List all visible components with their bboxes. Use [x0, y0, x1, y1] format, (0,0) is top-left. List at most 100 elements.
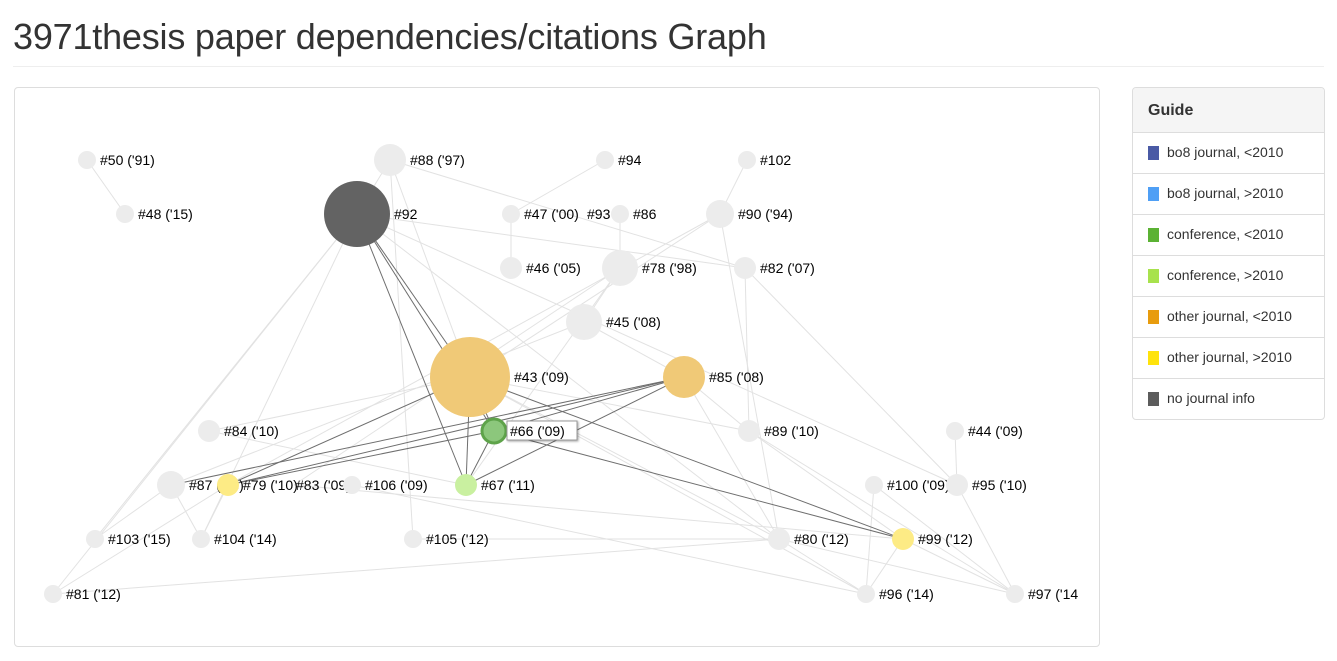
node-circle[interactable] — [596, 151, 614, 169]
node-circle[interactable] — [198, 420, 220, 442]
node-circle[interactable] — [480, 417, 508, 445]
graph-node-96[interactable]: #96 ('14) — [857, 585, 934, 603]
graph-node-45[interactable]: #45 ('08) — [566, 304, 661, 340]
node-circle[interactable] — [86, 530, 104, 548]
node-circle[interactable] — [500, 257, 522, 279]
graph-node-106[interactable]: #106 ('09) — [343, 476, 428, 494]
guide-item-label: conference, <2010 — [1167, 226, 1284, 242]
legend-swatch — [1148, 392, 1159, 406]
node-circle[interactable] — [455, 474, 477, 496]
citation-edge — [719, 213, 780, 540]
node-label: #95 ('10) — [972, 477, 1027, 493]
node-label: #104 ('14) — [214, 531, 277, 547]
node-circle[interactable] — [157, 471, 185, 499]
edge-layer — [52, 159, 1016, 595]
node-circle[interactable] — [343, 476, 361, 494]
graph-node-47[interactable]: #47 ('00) — [502, 205, 579, 223]
node-circle[interactable] — [217, 474, 239, 496]
graph-node-99[interactable]: #99 ('12) — [892, 528, 973, 550]
graph-node-79[interactable]: #79 ('10) — [217, 474, 298, 496]
node-circle[interactable] — [430, 337, 510, 417]
citation-graph-panel[interactable]: #50 ('91) #48 ('15) #88 ('97) #92 #94 #102 #47… — [14, 87, 1100, 647]
node-circle[interactable] — [1006, 585, 1024, 603]
node-circle[interactable] — [768, 528, 790, 550]
graph-node-67[interactable]: #67 ('11) — [455, 474, 535, 496]
graph-node-90[interactable]: #90 ('94) — [706, 200, 793, 228]
graph-node-50[interactable]: #50 ('91) — [78, 151, 155, 169]
citation-edge — [389, 159, 746, 269]
graph-node-92[interactable]: #92 — [324, 181, 418, 247]
node-circle[interactable] — [663, 356, 705, 398]
node-circle[interactable] — [738, 151, 756, 169]
graph-node-85[interactable]: #85 ('08) — [663, 356, 764, 398]
citation-edge — [469, 376, 750, 432]
node-circle[interactable] — [602, 250, 638, 286]
guide-item-label: conference, >2010 — [1167, 267, 1284, 283]
node-circle[interactable] — [324, 181, 390, 247]
node-label: #46 ('05) — [526, 260, 581, 276]
graph-node-84[interactable]: #84 ('10) — [198, 420, 279, 442]
node-label: #86 — [633, 206, 657, 222]
graph-node-43[interactable]: #43 ('09) — [430, 337, 569, 417]
node-label: #80 ('12) — [794, 531, 849, 547]
node-circle[interactable] — [946, 474, 968, 496]
node-circle[interactable] — [44, 585, 62, 603]
node-circle[interactable] — [78, 151, 96, 169]
node-circle[interactable] — [738, 420, 760, 442]
graph-node-83[interactable]: #83 ('09) — [296, 477, 351, 493]
graph-node-103[interactable]: #103 ('15) — [86, 530, 171, 548]
node-circle[interactable] — [611, 205, 629, 223]
graph-node-105[interactable]: #105 ('12) — [404, 530, 489, 548]
graph-node-94[interactable]: #94 — [596, 151, 642, 169]
graph-node-78[interactable]: #78 ('98) — [602, 250, 697, 286]
node-circle[interactable] — [502, 205, 520, 223]
node-label: #93 — [587, 206, 611, 222]
node-circle[interactable] — [566, 304, 602, 340]
graph-node-48[interactable]: #48 ('15) — [116, 205, 193, 223]
citation-edge — [356, 213, 746, 269]
graph-node-97[interactable]: #97 ('14 — [1006, 585, 1078, 603]
citation-graph[interactable]: #50 ('91) #48 ('15) #88 ('97) #92 #94 #102 #47… — [15, 88, 1099, 646]
citation-edge — [94, 213, 358, 540]
graph-node-100[interactable]: #100 ('09) — [865, 476, 950, 494]
legend-swatch — [1148, 146, 1159, 160]
graph-node-82[interactable]: #82 ('07) — [734, 257, 815, 279]
graph-node-89[interactable]: #89 ('10) — [738, 420, 819, 442]
citation-edge — [748, 430, 904, 540]
node-circle[interactable] — [857, 585, 875, 603]
node-label: #99 ('12) — [918, 531, 973, 547]
node-label: #43 ('09) — [514, 369, 569, 385]
graph-node-102[interactable]: #102 — [738, 151, 791, 169]
node-label: #100 ('09) — [887, 477, 950, 493]
citation-edge — [170, 321, 585, 486]
node-circle[interactable] — [706, 200, 734, 228]
node-circle[interactable] — [374, 144, 406, 176]
graph-node-66[interactable]: #66 ('09) — [480, 417, 578, 445]
graph-node-95[interactable]: #95 ('10) — [946, 474, 1027, 496]
graph-node-104[interactable]: #104 ('14) — [192, 530, 277, 548]
graph-node-88[interactable]: #88 ('97) — [374, 144, 465, 176]
node-circle[interactable] — [946, 422, 964, 440]
node-circle[interactable] — [404, 530, 422, 548]
node-circle[interactable] — [192, 530, 210, 548]
node-label: #47 ('00) — [524, 206, 579, 222]
node-label: #44 ('09) — [968, 423, 1023, 439]
node-layer: #50 ('91) #48 ('15) #88 ('97) #92 #94 #102 #47… — [44, 144, 1078, 603]
node-circle[interactable] — [734, 257, 756, 279]
graph-node-93[interactable]: #93 — [587, 206, 611, 222]
highlighted-edge-layer — [170, 213, 904, 540]
graph-node-44[interactable]: #44 ('09) — [946, 422, 1023, 440]
node-label: #67 ('11) — [481, 477, 535, 493]
node-circle[interactable] — [892, 528, 914, 550]
citation-edge — [510, 159, 606, 215]
graph-node-81[interactable]: #81 ('12) — [44, 585, 121, 603]
graph-node-80[interactable]: #80 ('12) — [768, 528, 849, 550]
node-circle[interactable] — [116, 205, 134, 223]
guide-panel: Guide bo8 journal, <2010 bo8 journal, >2… — [1132, 87, 1325, 420]
graph-node-86[interactable]: #86 — [611, 205, 657, 223]
node-circle[interactable] — [865, 476, 883, 494]
guide-item-label: no journal info — [1167, 390, 1255, 406]
legend-swatch — [1148, 351, 1159, 365]
graph-node-46[interactable]: #46 ('05) — [500, 257, 581, 279]
guide-item-other-journal-pre2010: other journal, <2010 — [1133, 297, 1324, 338]
